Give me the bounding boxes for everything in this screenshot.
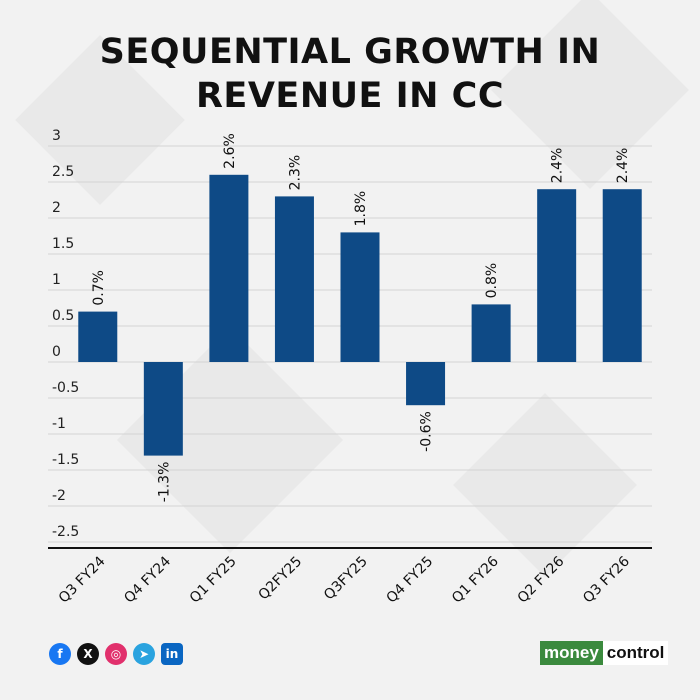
x-tick-label: Q3FY25 <box>321 554 371 604</box>
y-tick-label: 2 <box>52 200 61 216</box>
bar <box>537 189 577 362</box>
data-label: 2.4% <box>550 148 566 184</box>
telegram-icon[interactable]: ➤ <box>133 643 155 665</box>
x-tick-label: Q2 FY26 <box>515 553 568 606</box>
x-tick-label: Q3 FY26 <box>580 553 633 606</box>
data-label: 0.7% <box>91 270 107 306</box>
y-tick-label: -2 <box>52 488 66 504</box>
title-line-2: REVENUE IN CC <box>195 76 505 116</box>
data-label: -1.3% <box>156 462 172 503</box>
instagram-icon[interactable]: ◎ <box>105 643 127 665</box>
y-tick-label: -1.5 <box>52 452 79 468</box>
logo-money: money <box>540 641 603 665</box>
data-label: 1.8% <box>353 191 369 227</box>
data-label: 2.4% <box>615 148 631 184</box>
facebook-icon[interactable]: f <box>49 643 71 665</box>
x-tick-label: Q3 FY24 <box>56 553 109 606</box>
linkedin-icon[interactable]: in <box>161 643 183 665</box>
x-tick-label: Q1 FY26 <box>449 553 502 606</box>
data-label: 0.8% <box>484 263 500 299</box>
bar <box>274 196 314 362</box>
bar-chart: 3 2.5 2 1.5 1 0.5 0 -0.5 -1 -1.5 -2 -2.5 0.7% Q3 FY24… <box>48 128 652 607</box>
bar <box>406 362 446 406</box>
moneycontrol-logo: money control <box>540 641 669 665</box>
y-tick-label: 0 <box>52 344 61 360</box>
x-tick-label: Q1 FY25 <box>187 554 240 607</box>
x-icon[interactable]: X <box>77 643 99 665</box>
bar <box>209 174 249 362</box>
title-line-1: SEQUENTIAL GROWTH IN <box>99 32 601 72</box>
logo-control: control <box>602 641 669 665</box>
y-tick-label: 1 <box>52 272 61 288</box>
bar <box>143 362 183 456</box>
y-tick-label: 2.5 <box>52 164 74 180</box>
bar <box>340 232 380 362</box>
bar <box>471 304 511 362</box>
bar <box>602 189 642 362</box>
y-tick-label: -1 <box>52 416 66 432</box>
bar <box>78 311 118 362</box>
y-tick-label: 0.5 <box>52 308 74 324</box>
data-label: -0.6% <box>419 411 435 452</box>
x-tick-label: Q4 FY25 <box>383 554 436 607</box>
x-tick-label: Q2FY25 <box>256 554 306 604</box>
y-tick-label: 1.5 <box>52 236 74 252</box>
y-tick-label: 3 <box>52 128 61 144</box>
y-tick-label: -0.5 <box>52 380 79 396</box>
x-tick-label: Q4 FY24 <box>121 553 174 606</box>
chart-title: SEQUENTIAL GROWTH IN REVENUE IN CC <box>0 30 700 118</box>
y-tick-label: -2.5 <box>52 524 79 540</box>
data-label: 2.3% <box>287 155 303 191</box>
data-label: 2.6% <box>222 133 238 169</box>
